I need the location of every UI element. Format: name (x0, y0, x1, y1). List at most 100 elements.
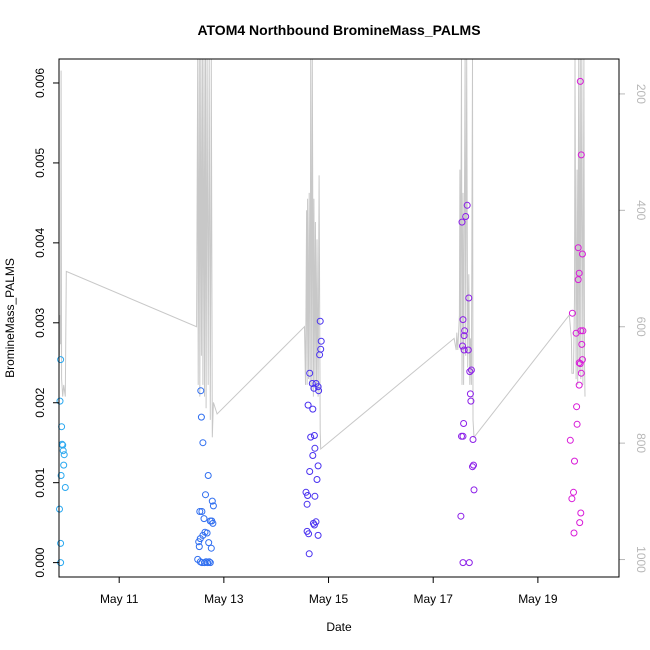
data-point (311, 444, 319, 452)
data-point (577, 509, 585, 517)
y2-tick-label: 400 (634, 200, 648, 220)
data-point (60, 461, 68, 469)
data-point (577, 369, 585, 377)
data-point (314, 383, 322, 391)
data-point (56, 397, 64, 405)
pressure-trace-line (59, 58, 586, 451)
data-point (571, 457, 578, 465)
data-point (461, 327, 469, 335)
data-point (209, 502, 217, 510)
data-point (208, 497, 216, 505)
y2-tick-label: 800 (634, 433, 648, 453)
data-point (470, 461, 477, 469)
x-tick-label: May 15 (309, 592, 349, 606)
data-point (202, 491, 209, 499)
y2-tick-label: 1000 (634, 546, 648, 573)
data-point (205, 539, 213, 547)
x-tick-label: May 17 (414, 592, 454, 606)
y-tick-label: 0.005 (33, 148, 47, 178)
y-tick-label: 0.002 (33, 387, 47, 417)
data-point (57, 539, 65, 547)
data-point (575, 381, 583, 389)
data-point (200, 515, 208, 523)
data-point (310, 432, 318, 439)
y-tick-label: 0.003 (33, 307, 47, 337)
data-point (196, 508, 204, 515)
data-point (303, 500, 311, 508)
y-tick-label: 0.000 (33, 547, 47, 577)
data-point (576, 519, 584, 527)
data-point (310, 521, 318, 529)
data-point (315, 387, 323, 395)
data-point (306, 468, 314, 475)
data-point (307, 433, 315, 441)
data-point (309, 405, 317, 413)
data-point (572, 329, 580, 337)
y-axis-label: BromineMass_PALMS (3, 258, 17, 378)
data-point (195, 538, 203, 546)
data-point (469, 463, 476, 471)
data-point (314, 462, 322, 470)
data-point (576, 77, 584, 85)
y-tick-label: 0.006 (33, 68, 47, 98)
chart-title: ATOM4 Northbound BromineMass_PALMS (197, 22, 480, 38)
data-point (205, 558, 213, 566)
scatter-points-layer (56, 77, 587, 567)
data-point (459, 342, 466, 350)
data-point (575, 269, 583, 277)
data-point (59, 447, 67, 455)
data-point (199, 439, 207, 447)
data-point (578, 340, 586, 348)
data-point (579, 327, 587, 335)
data-point (207, 544, 215, 552)
data-point (573, 403, 581, 411)
y-tick-label: 0.004 (33, 228, 47, 258)
data-point (209, 519, 217, 527)
data-point (197, 413, 205, 421)
data-point (568, 309, 576, 317)
data-point (570, 488, 577, 496)
data-point (317, 337, 325, 345)
data-point (459, 432, 467, 440)
data-point (573, 420, 581, 428)
data-point (459, 559, 467, 567)
y2-tick-label: 600 (634, 317, 648, 337)
data-point (57, 356, 65, 364)
x-tick-label: May 19 (518, 592, 558, 606)
data-point (195, 543, 203, 551)
data-point (470, 486, 478, 494)
data-point (313, 476, 321, 483)
data-point (311, 492, 319, 500)
y-tick-label: 0.001 (33, 467, 47, 497)
data-point (198, 508, 206, 515)
data-point (466, 390, 474, 398)
data-point (206, 559, 214, 567)
data-point (465, 294, 473, 302)
axes-layer: May 11 May 13 May 15 May 17 May 19 0.000 0.001… (33, 68, 648, 606)
data-point (462, 213, 470, 220)
data-point (578, 250, 586, 258)
data-point (467, 366, 475, 374)
pressure-trace-layer (59, 58, 586, 451)
data-point (316, 317, 324, 325)
data-point (458, 218, 466, 226)
data-point (460, 346, 468, 354)
data-point (57, 472, 65, 479)
data-point (457, 512, 465, 520)
data-point (460, 332, 468, 340)
data-point (570, 529, 578, 537)
data-point (305, 530, 313, 538)
data-point (460, 420, 468, 427)
data-point (469, 436, 477, 443)
data-point (306, 369, 314, 377)
data-point (60, 451, 68, 459)
data-point (566, 436, 574, 444)
data-point (316, 351, 324, 359)
x-axis-label: Date (326, 620, 352, 634)
data-point (465, 559, 473, 567)
data-point (467, 397, 475, 405)
data-point (574, 276, 582, 284)
data-point (466, 368, 474, 376)
data-point (574, 244, 582, 252)
